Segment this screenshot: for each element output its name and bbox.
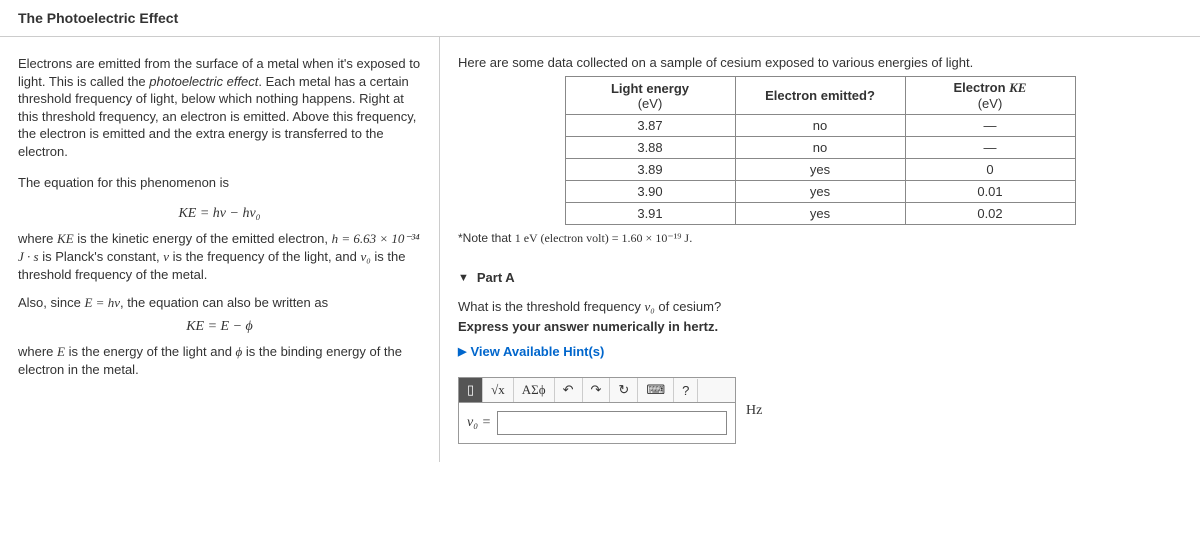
problem-panel: Here are some data collected on a sample…: [440, 37, 1200, 462]
nu0-var: ν₀: [360, 249, 370, 264]
intro-paragraph-2: The equation for this phenomenon is: [18, 174, 421, 192]
undo-button[interactable]: ↶: [555, 378, 583, 402]
question-a: What is the threshold frequency: [458, 299, 644, 314]
help-button[interactable]: ?: [674, 379, 698, 402]
table-row: 3.88no—: [565, 137, 1075, 159]
col1-header: Light energy(eV): [565, 77, 735, 115]
col3-var: KE: [1009, 80, 1026, 95]
table-row: 3.91yes0.02: [565, 203, 1075, 225]
col3-header: Electron KE (eV): [905, 77, 1075, 115]
answer-box: ▯ √x ΑΣϕ ↶ ↷ ↻ ⌨ ? ν₀ =: [458, 377, 736, 444]
answer-input[interactable]: [497, 411, 727, 435]
page-title: The Photoelectric Effect: [0, 0, 1200, 37]
question-var: ν₀: [644, 299, 654, 314]
equation-1: KE = hν − hν₀: [18, 206, 421, 222]
input-toolbar: ▯ √x ΑΣϕ ↶ ↷ ↻ ⌨ ?: [459, 378, 735, 403]
where-clause-2: where E is the energy of the light and ϕ…: [18, 343, 421, 379]
table-cell: yes: [735, 203, 905, 225]
data-table: Light energy(eV) Electron emitted? Elect…: [565, 76, 1076, 225]
table-cell: 0.02: [905, 203, 1075, 225]
instruction: Express your answer numerically in hertz…: [458, 319, 1182, 334]
question-b: of cesium?: [655, 299, 721, 314]
table-row: 3.87no—: [565, 115, 1075, 137]
table-row: 3.90yes0.01: [565, 181, 1075, 203]
unit-label: Hz: [746, 403, 762, 419]
table-cell: 3.91: [565, 203, 735, 225]
where2a: where: [18, 344, 57, 359]
intro-paragraph-1: Electrons are emitted from the surface o…: [18, 55, 421, 160]
where1b: is the kinetic energy of the emitted ele…: [74, 231, 332, 246]
input-prefix: ν₀ =: [467, 415, 491, 431]
note-a: *Note that: [458, 231, 515, 245]
where-clause-1: where KE is the kinetic energy of the em…: [18, 230, 421, 285]
where1c: is Planck's constant,: [39, 249, 164, 264]
col3-unit: (eV): [978, 96, 1003, 111]
note-c: .: [689, 231, 692, 245]
table-cell: no: [735, 137, 905, 159]
table-cell: 3.87: [565, 115, 735, 137]
equation-2: KE = E − ϕ: [18, 319, 421, 335]
table-cell: 0.01: [905, 181, 1075, 203]
table-cell: —: [905, 137, 1075, 159]
where2b: is the energy of the light and: [65, 344, 236, 359]
redo-button[interactable]: ↷: [583, 378, 611, 402]
intro-em: photoelectric effect: [149, 74, 258, 89]
table-row: 3.89yes0: [565, 159, 1075, 181]
p3a: Also, since: [18, 295, 84, 310]
view-hints-link[interactable]: ▶ View Available Hint(s): [458, 344, 1182, 359]
data-intro: Here are some data collected on a sample…: [458, 55, 1182, 70]
also-paragraph: Also, since E = hν, the equation can als…: [18, 294, 421, 312]
col1-unit: (eV): [638, 96, 663, 111]
e-var: E: [57, 344, 65, 359]
table-cell: 3.88: [565, 137, 735, 159]
where1d: is the frequency of the light, and: [169, 249, 361, 264]
caret-down-icon: ▼: [458, 272, 469, 284]
triangle-right-icon: ▶: [458, 345, 466, 358]
where1a: where: [18, 231, 57, 246]
sqrt-button[interactable]: √x: [483, 378, 514, 402]
p3b: , the equation can also be written as: [120, 295, 328, 310]
table-cell: 3.89: [565, 159, 735, 181]
hints-label: View Available Hint(s): [470, 344, 604, 359]
table-cell: yes: [735, 159, 905, 181]
templates-button[interactable]: ▯: [459, 378, 483, 402]
col2-header: Electron emitted?: [735, 77, 905, 115]
greek-button[interactable]: ΑΣϕ: [514, 378, 555, 402]
main-content: Electrons are emitted from the surface o…: [0, 37, 1200, 462]
col3-header-text: Electron: [954, 80, 1010, 95]
part-a-label: Part A: [477, 270, 515, 285]
table-cell: yes: [735, 181, 905, 203]
note: *Note that 1 eV (electron volt) = 1.60 ×…: [458, 231, 1182, 246]
ke-var: KE: [57, 231, 74, 246]
part-a-section: ▼ Part A What is the threshold frequency…: [458, 270, 1182, 444]
table-cell: —: [905, 115, 1075, 137]
note-eq: 1 eV (electron volt) = 1.60 × 10⁻¹⁹ J: [515, 231, 689, 245]
concept-panel: Electrons are emitted from the surface o…: [0, 37, 440, 462]
table-cell: 3.90: [565, 181, 735, 203]
e-eq: E = hν: [84, 295, 119, 310]
reset-button[interactable]: ↻: [610, 378, 638, 402]
question-text: What is the threshold frequency ν₀ of ce…: [458, 299, 1182, 315]
part-a-header[interactable]: ▼ Part A: [458, 270, 1182, 285]
table-cell: 0: [905, 159, 1075, 181]
keyboard-button[interactable]: ⌨: [638, 378, 674, 402]
col1-header-text: Light energy: [611, 81, 689, 96]
answer-row: ▯ √x ΑΣϕ ↶ ↷ ↻ ⌨ ? ν₀ = Hz: [458, 377, 1182, 444]
table-cell: no: [735, 115, 905, 137]
input-row: ν₀ =: [459, 403, 735, 443]
